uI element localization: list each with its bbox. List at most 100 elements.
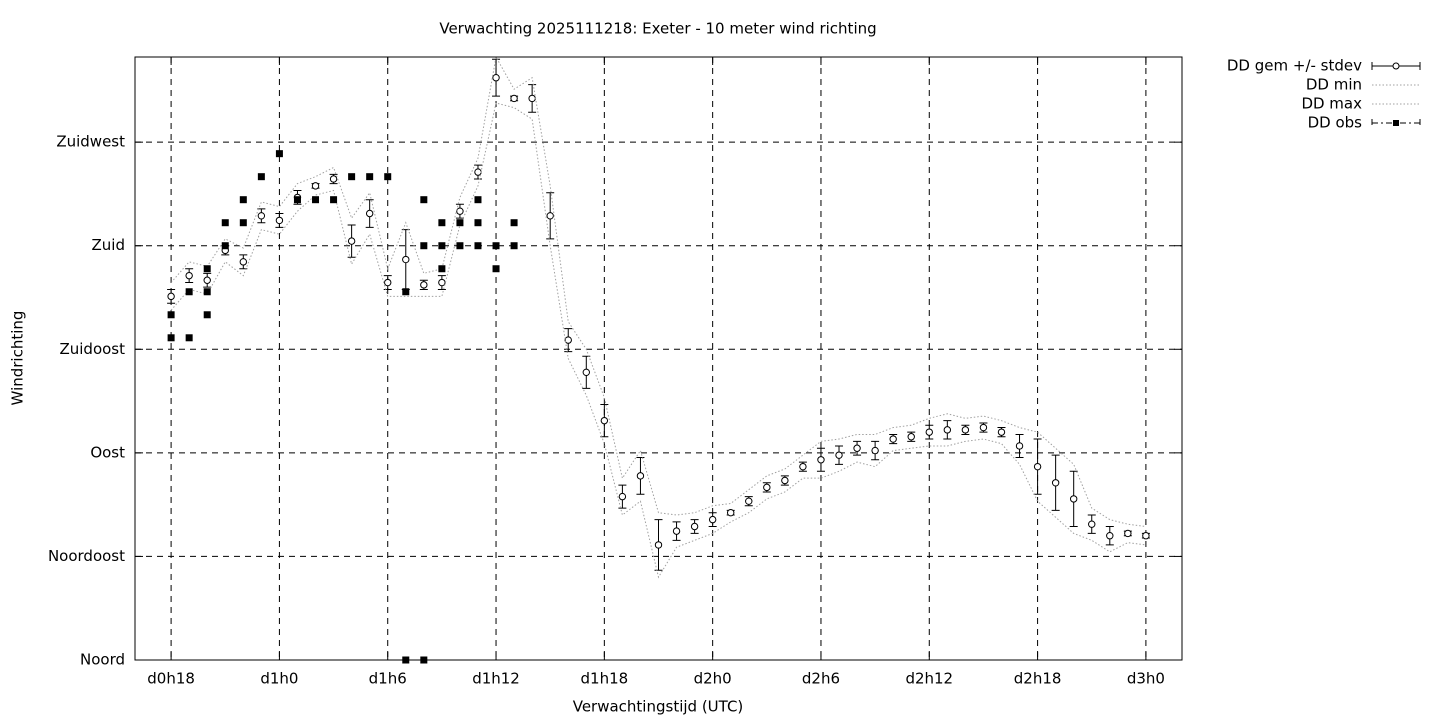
obs-point xyxy=(420,656,428,664)
x-tick-label: d3h0 xyxy=(1127,670,1165,688)
mean-point xyxy=(384,278,392,287)
x-tick-label: d0h18 xyxy=(147,670,195,688)
mean-point xyxy=(708,515,717,524)
y-axis-label: Windrichting xyxy=(9,311,27,406)
series-line xyxy=(170,55,1146,528)
x-axis-label: Verwachtingstijd (UTC) xyxy=(573,698,744,716)
mean-point xyxy=(275,216,284,225)
obs-point xyxy=(438,265,446,273)
x-tick-label: d1h6 xyxy=(369,670,407,688)
mean-point xyxy=(979,423,988,432)
x-tick-label: d2h0 xyxy=(694,670,732,688)
mean-point xyxy=(763,483,771,492)
mean-point xyxy=(618,492,627,501)
mean-point xyxy=(1015,442,1024,450)
mean-point xyxy=(600,416,609,425)
mean-point xyxy=(889,435,897,443)
obs-point xyxy=(167,334,175,342)
obs-point xyxy=(420,242,428,250)
mean-point xyxy=(654,541,663,549)
mean-point xyxy=(365,209,374,218)
mean-point xyxy=(1142,532,1150,540)
y-tick-label: Zuid xyxy=(92,236,125,254)
mean-point xyxy=(799,462,807,471)
obs-point xyxy=(456,242,464,250)
mean-point xyxy=(203,276,211,284)
obs-point xyxy=(402,656,410,664)
mean-point xyxy=(1088,520,1096,528)
mean-point xyxy=(1069,495,1078,503)
mean-point xyxy=(636,472,645,480)
mean-point xyxy=(510,94,518,103)
legend-sample xyxy=(1393,120,1399,126)
mean-point xyxy=(672,527,681,535)
obs-point xyxy=(221,242,229,250)
mean-point xyxy=(853,444,861,452)
obs-point xyxy=(348,173,356,181)
mean-point xyxy=(474,168,482,176)
mean-point xyxy=(167,292,175,301)
obs-point xyxy=(203,265,211,273)
mean-point xyxy=(420,281,428,289)
mean-point xyxy=(1033,462,1042,471)
obs-point xyxy=(239,219,247,227)
y-tick-label: Zuidwest xyxy=(56,133,125,151)
series-line xyxy=(170,102,1146,579)
x-tick-label: d2h18 xyxy=(1014,670,1062,688)
mean-point xyxy=(817,456,825,464)
mean-point xyxy=(564,336,572,344)
mean-point xyxy=(925,428,933,436)
x-tick-label: d1h0 xyxy=(260,670,298,688)
obs-point xyxy=(474,196,482,204)
obs-point xyxy=(510,242,518,250)
obs-point xyxy=(456,219,464,227)
mean-point xyxy=(402,255,410,264)
x-tick-label: d2h12 xyxy=(905,670,953,688)
legend-sample xyxy=(1392,62,1400,70)
obs-point xyxy=(203,288,211,296)
x-tick-label: d2h6 xyxy=(802,670,840,688)
y-tick-label: Noordoost xyxy=(48,547,125,565)
y-tick-label: Oost xyxy=(90,443,125,461)
mean-point xyxy=(582,368,590,377)
y-tick-label: Noord xyxy=(80,651,125,669)
obs-point xyxy=(492,242,500,250)
obs-point xyxy=(330,196,338,204)
obs-point xyxy=(366,173,374,181)
mean-point xyxy=(329,175,338,183)
obs-point xyxy=(492,265,500,273)
mean-point xyxy=(492,74,500,82)
mean-point xyxy=(239,258,248,266)
y-tick-label: Zuidoost xyxy=(59,340,125,358)
obs-point xyxy=(221,219,229,227)
mean-point xyxy=(961,426,970,434)
x-tick-label: d1h12 xyxy=(472,670,520,688)
obs-point xyxy=(384,173,392,181)
obs-point xyxy=(293,196,301,204)
obs-point xyxy=(474,242,482,250)
mean-point xyxy=(943,426,952,434)
obs-point xyxy=(510,219,518,227)
legend-label: DD obs xyxy=(1308,114,1363,132)
obs-point xyxy=(402,288,410,296)
obs-point xyxy=(239,196,247,204)
obs-point xyxy=(185,288,193,296)
obs-point xyxy=(438,242,446,250)
legend-label: DD min xyxy=(1306,76,1362,94)
mean-point xyxy=(1106,532,1114,540)
mean-point xyxy=(311,182,320,190)
plot-frame xyxy=(134,56,1183,661)
mean-point xyxy=(257,212,266,220)
mean-point xyxy=(835,451,843,459)
obs-point xyxy=(312,196,320,204)
obs-point xyxy=(167,311,175,319)
obs-point xyxy=(438,219,446,227)
mean-point xyxy=(438,278,446,287)
mean-point xyxy=(1051,479,1060,487)
obs-point xyxy=(203,311,211,319)
chart-title: Verwachting 2025111218: Exeter - 10 mete… xyxy=(439,20,876,38)
obs-point xyxy=(420,196,428,204)
